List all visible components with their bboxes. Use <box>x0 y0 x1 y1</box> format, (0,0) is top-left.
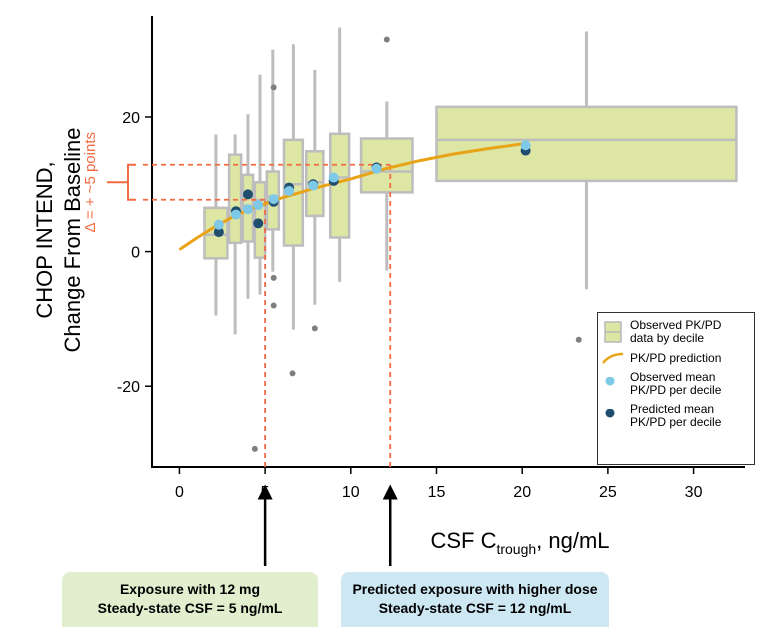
outlier <box>311 325 318 332</box>
legend-label: Observed mean PK/PD per decile <box>630 370 722 397</box>
x-tick-label: 30 <box>685 484 703 501</box>
predicted-mean <box>242 189 253 200</box>
observed-mean <box>308 180 319 191</box>
outlier <box>270 302 277 309</box>
delta-bracket <box>107 163 136 201</box>
callout-line: Exposure with 12 mg <box>119 581 261 597</box>
legend-item: Observed PK/PD data by decile <box>602 319 750 345</box>
outlier <box>575 336 582 343</box>
box <box>227 153 243 245</box>
y-tick-label: 20 <box>122 110 140 127</box>
predicted-mean <box>253 218 264 229</box>
x-axis-title-main: CSF C <box>430 528 496 553</box>
legend-symbol <box>605 377 615 386</box>
outlier <box>251 445 258 452</box>
delta-label: Δ = + ~5 points <box>82 132 99 233</box>
legend-item: Observed mean PK/PD per decile <box>602 371 750 397</box>
callout-line: Steady-state CSF = 5 ng/mL <box>97 600 283 616</box>
x-axis-title-rest: , ng/mL <box>536 528 609 553</box>
box <box>435 105 738 183</box>
legend-label: PK/PD prediction <box>630 350 722 365</box>
legend-label: Observed PK/PD data by decile <box>630 318 722 345</box>
x-tick-label: 25 <box>599 484 617 501</box>
y-axis-title: Change From Baseline <box>60 127 85 352</box>
y-tick-label: -20 <box>117 379 140 396</box>
outlier <box>289 370 296 377</box>
observed-mean <box>371 163 382 174</box>
predicted-mean <box>213 227 224 238</box>
legend: Observed PK/PD data by decile PK/PD pred… <box>597 312 755 465</box>
legend-item: PK/PD prediction <box>602 351 750 365</box>
legend-symbol <box>604 321 622 343</box>
x-tick-label: 20 <box>513 484 531 501</box>
legend-line <box>602 352 624 364</box>
legend-label: Predicted mean PK/PD per decile <box>630 402 722 429</box>
legend-item: Predicted mean PK/PD per decile <box>602 403 750 429</box>
x-tick-label: 0 <box>175 484 184 501</box>
outlier <box>270 84 277 91</box>
legend-dot <box>605 409 615 418</box>
callout-line: Steady-state CSF = 12 ng/mL <box>378 600 572 616</box>
y-tick-label: 0 <box>131 245 140 262</box>
legend-symbol <box>605 409 615 418</box>
observed-mean <box>268 194 279 205</box>
legend-dot <box>605 377 615 386</box>
callout-line: Predicted exposure with higher dose <box>352 581 598 597</box>
observed-mean <box>213 219 224 230</box>
observed-mean <box>230 209 241 220</box>
callout: Predicted exposure with higher dose Stea… <box>341 572 609 627</box>
legend-symbol <box>602 352 624 364</box>
observed-mean <box>328 172 339 183</box>
observed-mean <box>242 204 253 215</box>
callout: Exposure with 12 mg Steady-state CSF = 5… <box>62 572 318 627</box>
x-axis-title-sub: trough <box>496 541 536 557</box>
observed-mean <box>284 186 295 197</box>
outlier <box>270 274 277 281</box>
x-axis-title: CSF Ctrough, ng/mL <box>430 528 609 557</box>
x-tick-label: 10 <box>342 484 360 501</box>
observed-mean <box>253 200 264 211</box>
y-axis-title: CHOP INTEND, <box>32 161 57 318</box>
observed-mean <box>520 140 531 151</box>
x-tick-label: 15 <box>428 484 446 501</box>
outlier <box>383 36 390 43</box>
